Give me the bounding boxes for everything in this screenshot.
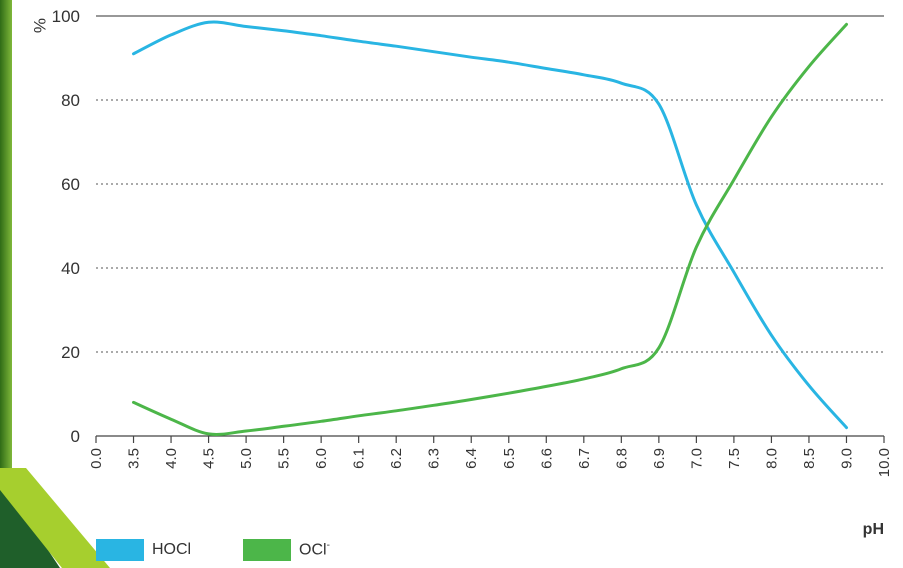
corner-accent-light [0,468,110,568]
y-tick-label: 40 [61,259,80,278]
x-tick-label: 8.5 [801,448,818,469]
leaf-strip [0,0,12,490]
x-tick-label: 10.0 [876,448,893,477]
gridlines [96,15,884,353]
x-tick-label: 4.5 [201,448,218,469]
y-tick-label: 100 [52,7,80,26]
x-tick-label: 6.7 [576,448,593,469]
x-tick-label: 6.1 [351,448,368,469]
legend-label-hocl: HOCl [152,541,192,558]
x-tick-label: 7.5 [726,448,743,469]
legend-item-hocl: HOCl [96,538,191,562]
legend-item-ocl: OCl- [243,538,330,562]
series-line-0 [132,20,848,430]
x-tick-label: 5.5 [276,448,293,469]
x-tick-label: 3.5 [126,448,143,469]
x-tick-label: 9.0 [838,448,855,469]
legend-swatch-ocl [243,539,291,561]
x-tick-label: 6.0 [313,448,330,469]
y-tick-label: 0 [71,427,80,446]
x-tick-label: 6.4 [463,448,480,469]
y-tick-label: 20 [61,343,80,362]
series-lines [132,20,848,436]
x-tick-labels: 0.0 3.5 4.0 4.5 5.0 5.5 6.0 6.1 6.2 6.3 6.4 6.5 6.6 6… [88,448,893,477]
series-line-1 [132,22,848,436]
axes [95,435,885,443]
x-tick-label: 6.8 [613,448,630,469]
x-tick-label: 5.0 [238,448,255,469]
x-axis-label: pH [863,521,884,538]
x-tick-label: 6.2 [388,448,405,469]
x-tick-label: 4.0 [163,448,180,469]
x-tick-label: 6.6 [538,448,555,469]
x-tick-label: 6.9 [651,448,668,469]
y-tick-label: 60 [61,175,80,194]
x-tick-label: 7.0 [688,448,705,469]
y-tick-labels: 0 20 40 60 80 100 [52,7,80,446]
x-tick-label: 6.5 [501,448,518,469]
x-tick-label: 8.0 [763,448,780,469]
y-tick-label: 80 [61,91,80,110]
x-tick-label: 6.3 [426,448,443,469]
y-axis-label: % [30,18,49,33]
legend-label-ocl: OCl- [299,540,330,559]
legend-swatch-hocl [96,539,144,561]
x-tick-label: 0.0 [88,448,105,469]
